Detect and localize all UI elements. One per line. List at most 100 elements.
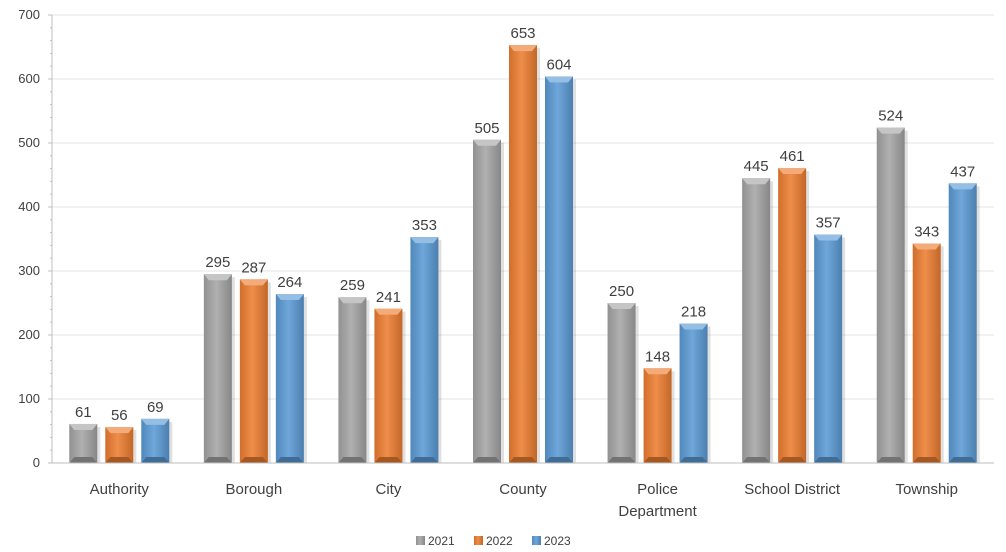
bar-bevel-top bbox=[509, 45, 537, 52]
bar-2023 bbox=[141, 418, 170, 463]
data-label: 264 bbox=[277, 274, 302, 291]
bar-bevel-bottom bbox=[643, 457, 672, 463]
bar-2022 bbox=[239, 279, 268, 463]
x-category-label: Police bbox=[637, 481, 678, 498]
y-tick-label: 100 bbox=[18, 391, 40, 406]
data-label: 241 bbox=[376, 289, 401, 306]
bar-bevel-bottom bbox=[69, 457, 98, 463]
bar-bevel-top bbox=[643, 368, 672, 375]
bar-2022 bbox=[374, 308, 403, 463]
x-category-label: Township bbox=[895, 481, 958, 498]
bar-bevel-bottom bbox=[410, 457, 439, 463]
bar-bevel-bottom bbox=[742, 457, 771, 463]
bar-bevel-top bbox=[105, 427, 134, 434]
legend-swatch bbox=[416, 536, 425, 545]
bar-bevel-bottom bbox=[239, 457, 268, 463]
bar-bevel-top bbox=[203, 274, 232, 281]
data-label: 505 bbox=[474, 120, 499, 137]
x-category-label: County bbox=[499, 481, 547, 498]
data-label: 524 bbox=[878, 108, 903, 125]
data-label: 250 bbox=[609, 283, 634, 300]
data-label: 56 bbox=[111, 407, 128, 424]
x-axis: Authority Borough City County Police Departme… bbox=[52, 462, 994, 520]
y-tick-label: 700 bbox=[18, 7, 40, 22]
bar-bevel-top bbox=[948, 183, 977, 190]
bar-bevel-bottom bbox=[876, 457, 905, 463]
bar-2022 bbox=[509, 45, 537, 463]
bar-2021 bbox=[876, 127, 905, 463]
legend-label[interactable]: 2022 bbox=[486, 534, 513, 548]
y-tick-label: 0 bbox=[33, 455, 40, 470]
legend-swatch bbox=[474, 536, 483, 545]
data-label: 61 bbox=[75, 404, 92, 421]
bar-bevel-top bbox=[374, 308, 403, 315]
y-tick-label: 300 bbox=[18, 263, 40, 278]
legend-label[interactable]: 2023 bbox=[544, 534, 571, 548]
y-tick-label: 400 bbox=[18, 199, 40, 214]
bar-bevel-top bbox=[814, 234, 843, 241]
bar-2022 bbox=[643, 368, 672, 463]
data-label: 461 bbox=[780, 148, 805, 165]
data-label: 437 bbox=[950, 163, 975, 180]
legend[interactable]: 2021 2022 2023 bbox=[416, 534, 571, 548]
data-label: 259 bbox=[340, 277, 365, 294]
y-tick-label: 200 bbox=[18, 327, 40, 342]
bar-2021 bbox=[338, 297, 367, 463]
bar-bevel-top bbox=[607, 303, 636, 309]
legend-swatch bbox=[532, 536, 541, 545]
bar-2021 bbox=[607, 303, 636, 463]
bar-bevel-top bbox=[410, 237, 439, 244]
x-category-label: Borough bbox=[225, 481, 282, 498]
bar-2021 bbox=[742, 178, 771, 463]
data-label: 148 bbox=[645, 348, 670, 365]
data-label: 69 bbox=[147, 399, 164, 416]
data-labels: 61 56 69 295 287 264 259 241 353 505 653 604 250 148 2… bbox=[75, 25, 975, 424]
bar-bevel-top bbox=[876, 127, 905, 134]
bar-2023 bbox=[275, 294, 304, 463]
bar-bevel-top bbox=[141, 418, 170, 425]
bar-2023 bbox=[948, 183, 977, 463]
data-label: 357 bbox=[816, 215, 841, 232]
bar-bevel-top bbox=[778, 167, 807, 174]
data-label: 287 bbox=[241, 259, 266, 276]
x-category-label: School District bbox=[744, 481, 841, 498]
bar-bevel-top bbox=[338, 297, 367, 304]
y-axis: 0 100 200 300 400 500 600 700 bbox=[18, 7, 53, 470]
bar-bevel-bottom bbox=[814, 457, 843, 463]
bar-bevel-bottom bbox=[607, 457, 636, 463]
bar-bevel-bottom bbox=[141, 457, 170, 463]
bar-bevel-bottom bbox=[948, 457, 977, 463]
bars bbox=[69, 45, 980, 464]
data-label: 353 bbox=[412, 217, 437, 234]
data-label: 218 bbox=[681, 303, 706, 320]
bar-bevel-bottom bbox=[509, 457, 537, 463]
bar-bevel-top bbox=[679, 323, 708, 330]
bar-2023 bbox=[410, 237, 439, 463]
data-label: 653 bbox=[510, 25, 535, 42]
bar-bevel-bottom bbox=[473, 457, 501, 463]
bar-bevel-bottom bbox=[275, 457, 304, 463]
x-category-label: Authority bbox=[90, 481, 150, 498]
bar-bevel-bottom bbox=[203, 457, 232, 463]
data-label: 295 bbox=[205, 254, 230, 271]
x-category-label: City bbox=[376, 481, 402, 498]
bar-bevel-top bbox=[545, 76, 573, 83]
data-label: 604 bbox=[546, 56, 571, 73]
data-label: 343 bbox=[914, 223, 939, 240]
bar-2023 bbox=[679, 323, 708, 463]
x-category-label: Department bbox=[618, 503, 697, 520]
bar-2022 bbox=[912, 243, 941, 463]
bar-2021 bbox=[203, 274, 232, 463]
bar-bevel-bottom bbox=[105, 457, 134, 463]
bar-2021 bbox=[473, 139, 501, 464]
bar-2022 bbox=[778, 167, 807, 463]
legend-label[interactable]: 2021 bbox=[428, 534, 455, 548]
y-tick-label: 600 bbox=[18, 71, 40, 86]
bar-bevel-bottom bbox=[679, 457, 708, 463]
data-label: 445 bbox=[744, 158, 769, 175]
bar-bevel-bottom bbox=[545, 457, 573, 463]
bar-bevel-top bbox=[473, 139, 501, 146]
bar-bevel-top bbox=[912, 243, 941, 250]
y-tick-label: 500 bbox=[18, 135, 40, 150]
